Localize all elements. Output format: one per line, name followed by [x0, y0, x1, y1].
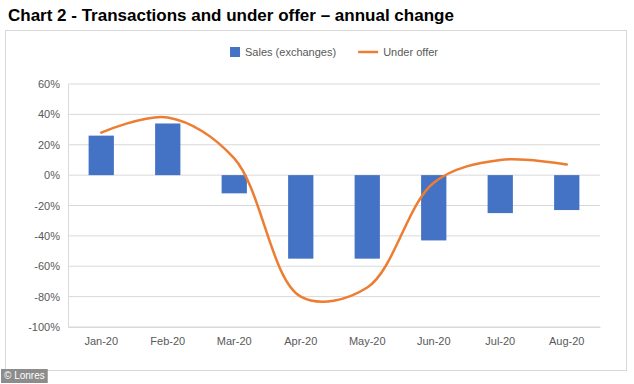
legend-swatch — [230, 47, 240, 57]
y-tick: -40% — [34, 230, 68, 242]
source-credit: © Lonres — [1, 369, 48, 383]
chart-frame — [6, 31, 627, 371]
y-tick: -80% — [34, 291, 68, 303]
x-tick: Mar-20 — [217, 327, 252, 347]
source-text: © Lonres — [4, 370, 45, 381]
x-tick-label: Jul-20 — [485, 335, 515, 347]
y-tick-label: -60% — [34, 260, 60, 272]
grid-line — [68, 296, 600, 297]
legend-label: Under offer — [383, 46, 438, 58]
grid-line — [68, 144, 600, 145]
y-tick-label: 0% — [44, 169, 60, 181]
grid-line — [68, 205, 600, 206]
legend-label: Sales (exchanges) — [245, 46, 336, 58]
line — [101, 117, 567, 302]
x-tick-label: Feb-20 — [150, 335, 185, 347]
x-axis: Jan-20 Feb-20 Mar-20 Apr-20 May-20 Jun-20 Jul-… — [69, 327, 601, 347]
y-tick-label: 60% — [38, 78, 60, 90]
y-tick: -60% — [34, 260, 68, 272]
grid — [68, 84, 600, 327]
y-tick-label: -40% — [34, 230, 60, 242]
y-axis: -100% -80% -60% -40% -20% 0% 20% 40% 60% — [28, 78, 68, 333]
bar-series — [89, 123, 580, 258]
grid-line — [68, 114, 600, 115]
x-tick: Jun-20 — [417, 327, 451, 347]
legend: Sales (exchanges) Under offer — [230, 46, 438, 58]
bar — [488, 175, 513, 213]
x-tick: Apr-20 — [284, 327, 317, 347]
x-axis-line — [69, 327, 601, 328]
grid-line — [68, 84, 600, 85]
x-tick: May-20 — [349, 327, 386, 347]
x-tick-label: Aug-20 — [549, 335, 584, 347]
grid-line — [68, 175, 600, 176]
x-tick: Jan-20 — [84, 327, 118, 347]
legend-item: Under offer — [358, 46, 438, 58]
plot-area — [89, 117, 580, 302]
grid-line — [68, 266, 600, 267]
x-tick-label: Mar-20 — [217, 335, 252, 347]
y-tick-label: -20% — [34, 200, 60, 212]
bar — [222, 175, 247, 193]
y-axis-line — [68, 85, 69, 328]
y-tick: -100% — [28, 321, 68, 333]
legend-item: Sales (exchanges) — [230, 46, 336, 58]
grid-line — [68, 235, 600, 236]
bar — [155, 123, 180, 175]
source-background — [1, 369, 48, 383]
grid-line — [68, 327, 600, 328]
y-tick: 40% — [38, 108, 68, 120]
x-tick-label: Jan-20 — [84, 335, 118, 347]
bar — [355, 175, 380, 259]
bar — [89, 136, 114, 175]
x-tick: Feb-20 — [150, 327, 185, 347]
y-tick: -20% — [34, 200, 68, 212]
x-tick: Jul-20 — [485, 327, 515, 347]
x-tick-label: Jun-20 — [417, 335, 451, 347]
bar — [554, 175, 579, 210]
y-tick-label: -80% — [34, 291, 60, 303]
chart-svg: Chart 2 - Transactions and under offer –… — [0, 0, 634, 384]
y-tick: 0% — [44, 169, 68, 181]
x-tick-label: May-20 — [349, 335, 386, 347]
bar — [288, 175, 313, 259]
y-tick-label: -100% — [28, 321, 60, 333]
y-tick-label: 20% — [38, 139, 60, 151]
y-tick: 60% — [38, 78, 68, 90]
bar — [421, 175, 446, 240]
y-tick: 20% — [38, 139, 68, 151]
x-tick-label: Apr-20 — [284, 335, 317, 347]
legend-swatch — [358, 51, 378, 54]
y-tick-label: 40% — [38, 108, 60, 120]
chart-title: Chart 2 - Transactions and under offer –… — [8, 6, 454, 25]
x-tick: Aug-20 — [549, 327, 584, 347]
